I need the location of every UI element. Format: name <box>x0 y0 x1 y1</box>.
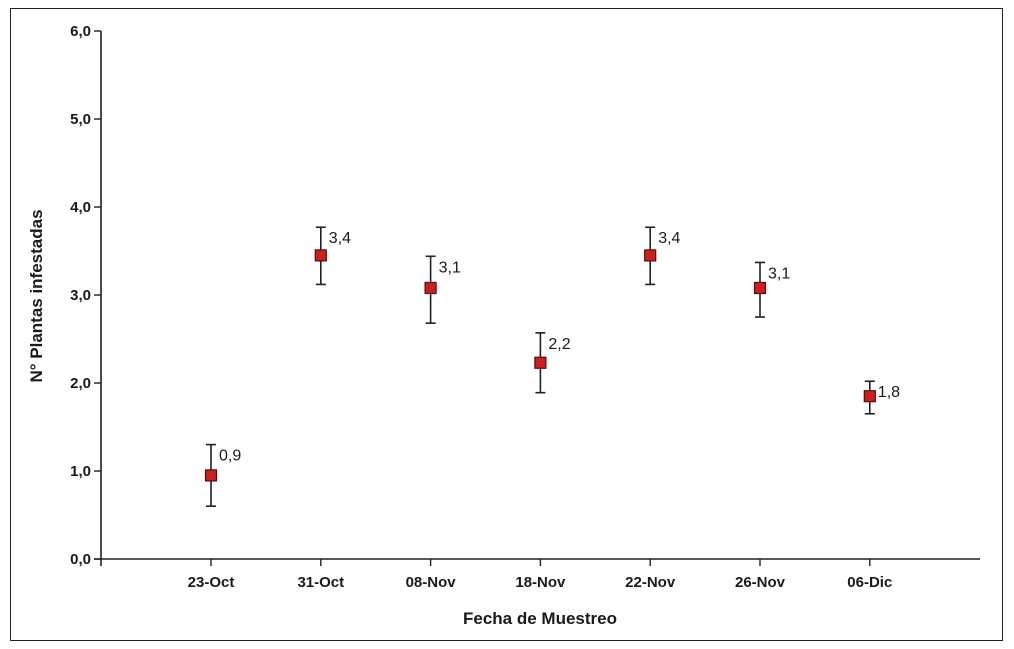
x-tick-label: 08-Nov <box>406 574 457 591</box>
data-point-group: 3,1 <box>424 255 461 324</box>
data-point-group: 3,4 <box>314 226 351 286</box>
y-tick-label: 5,0 <box>70 111 91 128</box>
data-label: 2,2 <box>548 336 570 353</box>
x-tick-label: 06-Dic <box>847 574 892 591</box>
y-tick-label: 2,0 <box>70 375 91 392</box>
data-label: 1,8 <box>878 384 900 401</box>
y-tick-label: 3,0 <box>70 287 91 304</box>
y-tick-label: 6,0 <box>70 23 91 40</box>
data-point-group: 3,1 <box>753 261 790 318</box>
data-marker <box>863 390 876 403</box>
data-label: 3,4 <box>658 230 680 247</box>
data-marker <box>424 281 437 295</box>
y-tick-label: 0,0 <box>70 551 91 568</box>
y-ticks: 0,0 1,0 2,0 3,0 4,0 5,0 6,0 <box>70 23 101 568</box>
x-tick-label: 22-Nov <box>625 574 676 591</box>
x-tick-label: 23-Oct <box>188 574 235 591</box>
axes <box>94 31 980 566</box>
y-axis-title: N° Plantas infestadas <box>27 209 46 382</box>
x-tick-label: 26-Nov <box>735 574 786 591</box>
x-tick-label: 18-Nov <box>515 574 566 591</box>
data-point-group: 3,4 <box>644 226 681 286</box>
data-point-group: 0,9 <box>204 443 241 508</box>
data-marker <box>314 249 327 262</box>
x-tick-label: 31-Oct <box>297 574 344 591</box>
data-marker <box>204 469 218 482</box>
data-marker <box>644 249 657 262</box>
data-point-group: 2,2 <box>534 332 571 394</box>
y-tick-label: 4,0 <box>70 199 91 216</box>
y-tick-label: 1,0 <box>70 463 91 480</box>
data-point-group: 1,8 <box>863 380 900 415</box>
x-ticks: 23-Oct 31-Oct 08-Nov 18-Nov 22-Nov 26-Nov 06-D… <box>188 559 892 591</box>
data-marker <box>534 356 547 369</box>
x-axis-title: Fecha de Muestreo <box>463 609 617 628</box>
chart-frame <box>10 8 1003 641</box>
data-label: 0,9 <box>219 448 241 465</box>
data-marker <box>753 281 767 295</box>
data-points: 0,9 3,4 3,1 2,2 3,4 3,1 1,8 <box>204 226 900 508</box>
data-label: 3,4 <box>329 230 351 247</box>
data-label: 3,1 <box>439 259 461 276</box>
data-label: 3,1 <box>768 265 790 282</box>
